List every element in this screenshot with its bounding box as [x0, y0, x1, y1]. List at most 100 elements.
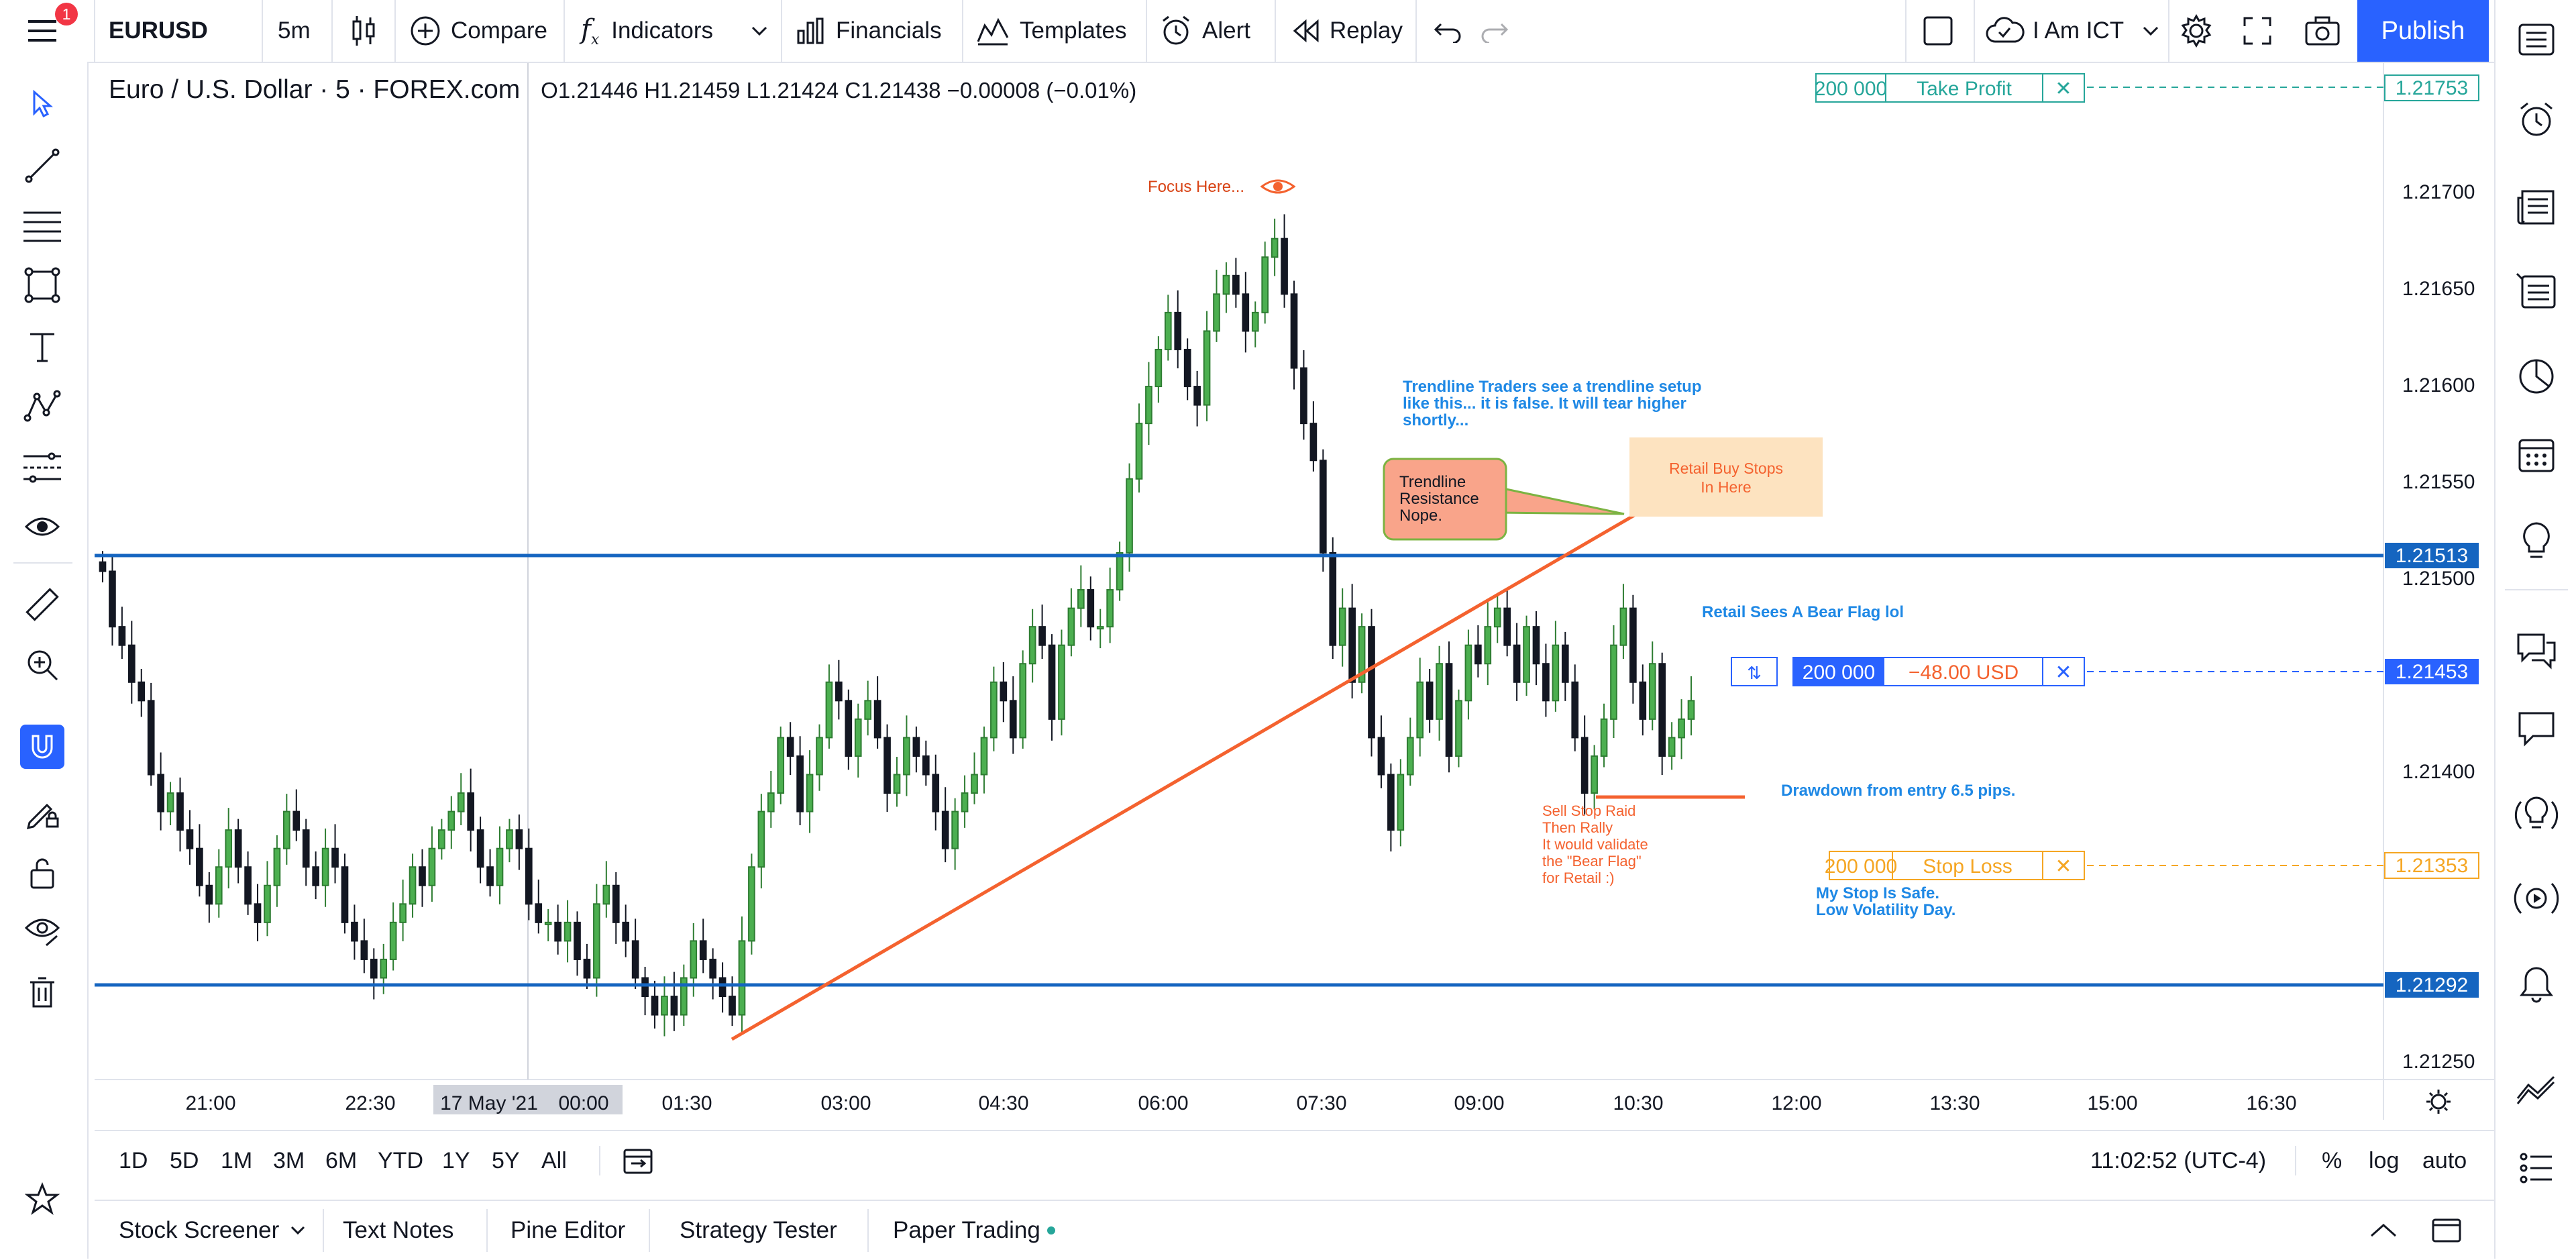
magnet-icon[interactable]	[20, 725, 64, 769]
menu-icon[interactable]	[27, 0, 60, 62]
ideas-stream-icon[interactable]	[2512, 789, 2561, 839]
time-tick: 03:00	[820, 1092, 871, 1114]
range-5d[interactable]: 5D	[170, 1147, 199, 1173]
lock-drawing-pen-icon[interactable]	[20, 790, 64, 835]
cloud-check-icon	[1986, 17, 2025, 43]
candle-body	[312, 866, 319, 886]
percent-scale-toggle[interactable]: %	[2322, 1147, 2343, 1173]
streams-icon[interactable]	[2512, 874, 2561, 923]
shapes-tool-icon[interactable]	[20, 263, 64, 307]
templates-button[interactable]: Templates	[975, 0, 1127, 62]
price-chart[interactable]: Retail Buy Stops In Here Trendline Resis…	[95, 63, 2494, 1120]
candle-body	[777, 737, 785, 794]
range-6m[interactable]: 6M	[325, 1147, 358, 1173]
hide-drawings-icon[interactable]	[20, 908, 64, 953]
chart-pane[interactable]: Retail Buy Stops In Here Trendline Resis…	[95, 63, 2494, 1120]
fullscreen-layout-icon[interactable]	[1921, 0, 1955, 62]
alert-button[interactable]: Alert	[1159, 0, 1250, 62]
fib-tool-icon[interactable]	[20, 204, 64, 248]
take-profit-close-icon[interactable]: ✕	[2055, 78, 2072, 100]
time-axis[interactable]: 21:00 22:30 17 May '21 00:00 01:30 03:00…	[185, 1085, 2297, 1114]
connected-status-dot	[1046, 1226, 1055, 1235]
camera-icon[interactable]	[2304, 0, 2341, 62]
pie-chart-icon[interactable]	[2512, 352, 2561, 401]
undo-icon[interactable]	[1433, 0, 1462, 62]
publish-button[interactable]: Publish	[2357, 0, 2489, 62]
unlock-icon[interactable]	[20, 851, 64, 895]
maximize-panel-icon[interactable]	[2430, 1201, 2463, 1260]
price-axis[interactable]: 1.21700 1.21650 1.21600 1.21550 1.21500 …	[2402, 181, 2475, 1073]
symbol-label: EURUSD	[109, 17, 208, 44]
replay-button[interactable]: Replay	[1291, 0, 1403, 62]
stop-loss-close-icon[interactable]: ✕	[2055, 855, 2072, 878]
tab-stock-screener[interactable]: Stock Screener	[119, 1201, 306, 1260]
chat-bubble-icon[interactable]	[2512, 703, 2561, 753]
bell-icon[interactable]	[2512, 959, 2561, 1009]
position-close-icon[interactable]: ✕	[2055, 662, 2072, 684]
expand-icon[interactable]	[2241, 0, 2274, 62]
stop-loss-order[interactable]: 200 000 Stop Loss ✕	[1825, 851, 2085, 880]
interval-button[interactable]: 5m	[278, 0, 311, 62]
trading-panel-icon[interactable]	[2512, 1064, 2561, 1114]
templates-label: Templates	[1020, 17, 1127, 44]
time-tick: 07:30	[1296, 1092, 1346, 1114]
prediction-tool-icon[interactable]	[20, 445, 64, 490]
gear-icon[interactable]	[2178, 0, 2215, 62]
range-1m[interactable]: 1M	[221, 1147, 253, 1173]
range-1y[interactable]: 1Y	[442, 1147, 470, 1173]
indicators-dropdown-icon[interactable]	[750, 0, 769, 62]
financials-button[interactable]: Financials	[794, 0, 942, 62]
eye-icon[interactable]	[20, 505, 64, 549]
news-icon[interactable]	[2512, 182, 2561, 232]
chart-settings-gear-icon[interactable]	[2426, 1090, 2451, 1114]
goto-date-icon[interactable]	[622, 1131, 654, 1190]
alarm-clock-icon[interactable]	[2512, 95, 2561, 145]
compare-button[interactable]: Compare	[409, 0, 547, 62]
symbol-search-button[interactable]: EURUSD	[109, 0, 208, 62]
range-5y[interactable]: 5Y	[492, 1147, 520, 1173]
tab-strategy-tester[interactable]: Strategy Tester	[680, 1217, 837, 1243]
candle-body	[1271, 238, 1279, 258]
tab-text-notes[interactable]: Text Notes	[343, 1217, 454, 1243]
dom-icon[interactable]	[2512, 1143, 2561, 1193]
zoom-in-icon[interactable]	[20, 643, 64, 687]
trash-icon[interactable]	[20, 970, 64, 1014]
trendline-callout[interactable]	[1383, 458, 1507, 541]
cursor-icon[interactable]	[20, 82, 64, 126]
time-tick: 00:00	[558, 1092, 608, 1114]
take-profit-order[interactable]: 200 000 Take Profit ✕	[1815, 73, 2085, 103]
range-3m[interactable]: 3M	[273, 1147, 305, 1173]
calendar-icon[interactable]	[2512, 429, 2561, 479]
auto-scale-toggle[interactable]: auto	[2422, 1147, 2467, 1173]
indicators-button[interactable]: fx Indicators	[581, 0, 713, 62]
chart-type-button[interactable]	[345, 0, 382, 62]
reverse-arrows-icon[interactable]: ⇅	[1747, 663, 1762, 683]
log-scale-toggle[interactable]: log	[2369, 1147, 2400, 1173]
candle-body	[651, 996, 659, 1016]
tab-pine-editor[interactable]: Pine Editor	[511, 1217, 626, 1243]
ruler-icon[interactable]	[20, 582, 64, 627]
candle-body	[1164, 311, 1172, 350]
redo-icon[interactable]	[1480, 0, 1509, 62]
tab-paper-trading[interactable]: Paper Trading	[893, 1201, 1055, 1260]
lightbulb-icon[interactable]	[2512, 517, 2561, 566]
timezone-clock[interactable]: 11:02:52 (UTC-4)	[2090, 1147, 2267, 1173]
range-all[interactable]: All	[541, 1147, 567, 1173]
chats-icon[interactable]	[2512, 625, 2561, 675]
watchlist-icon[interactable]	[2512, 15, 2561, 64]
candle-body	[738, 940, 746, 1016]
time-tick: 13:30	[1929, 1092, 1980, 1114]
range-1d[interactable]: 1D	[119, 1147, 148, 1173]
retail-buy-stops-box[interactable]	[1629, 437, 1823, 517]
range-ytd[interactable]: YTD	[378, 1147, 423, 1173]
trendline-tool-icon[interactable]	[20, 144, 64, 188]
orange-trendline[interactable]	[731, 496, 1666, 1041]
layout-menu-button[interactable]: I Am ICT	[1984, 0, 2160, 62]
star-icon[interactable]	[20, 1177, 64, 1221]
text-tool-icon[interactable]	[20, 325, 64, 369]
position-order[interactable]: ⇅ 200 000 −48.00 USD ✕	[1731, 657, 2085, 686]
drawing-toolbar	[0, 62, 89, 1259]
collapse-panel-icon[interactable]	[2369, 1201, 2398, 1260]
patterns-tool-icon[interactable]	[20, 385, 64, 429]
data-window-icon[interactable]	[2512, 266, 2561, 315]
